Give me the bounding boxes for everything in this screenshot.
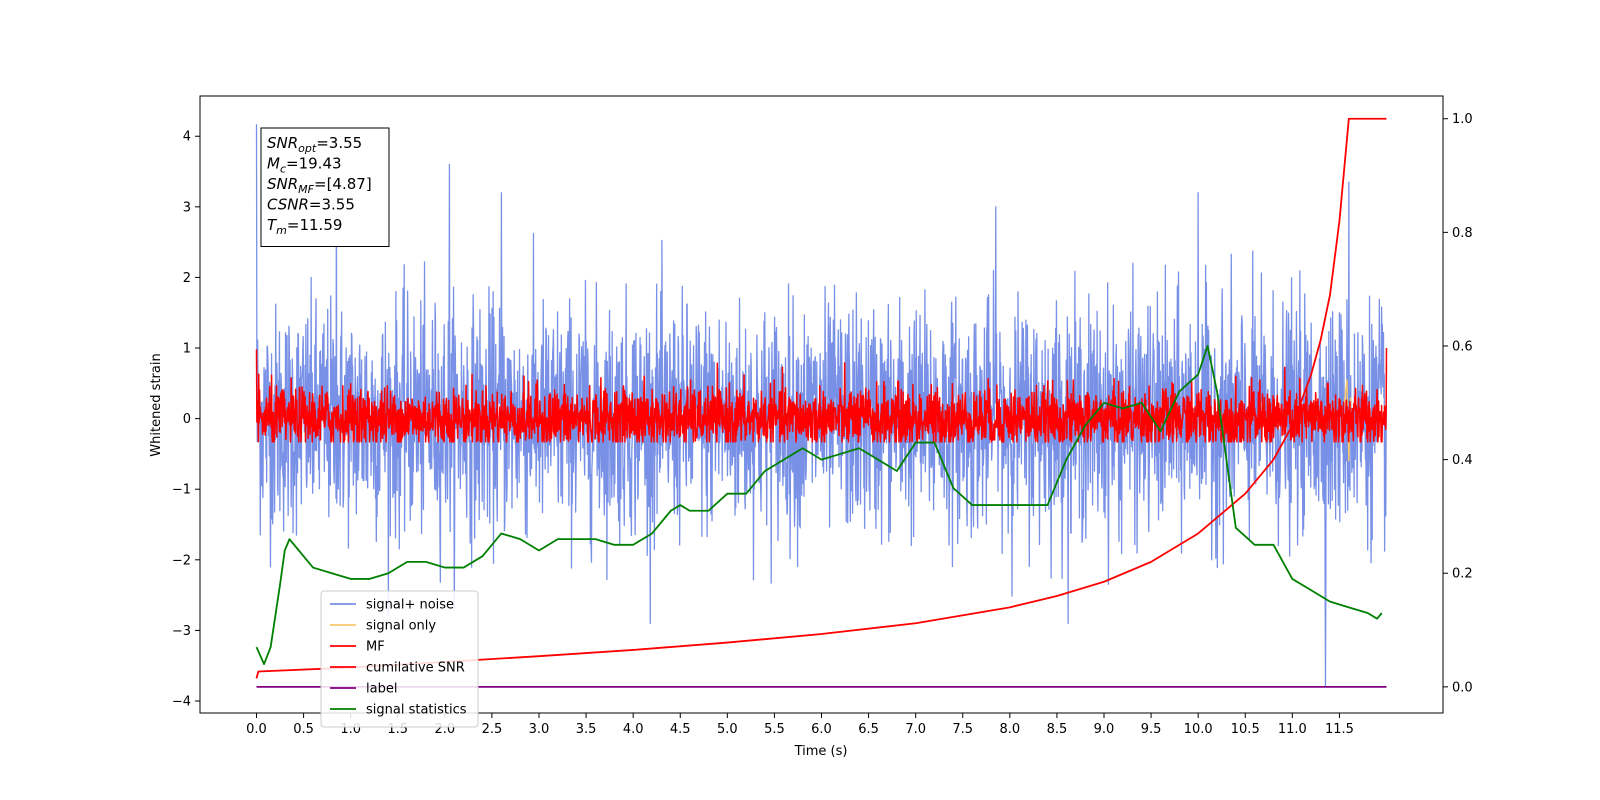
x-tick-label: 9.0 [1094,722,1115,737]
y-tick-label: 3 [183,200,191,215]
annotation-line: Mc=19.43 [267,155,342,176]
x-tick-label: 4.5 [670,722,691,737]
legend-item: signal statistics [330,703,467,718]
x-tick-label: 8.0 [999,722,1020,737]
series-line [255,117,1387,679]
legend-item: MF [330,640,385,655]
x-tick-label: 6.0 [811,722,832,737]
series-signal-noise [255,124,1388,687]
series-signal-statistics [255,345,1383,666]
y2-tick-label: 0.2 [1452,567,1473,582]
x-axis-label: Time (s) [794,744,848,759]
series-mf [255,348,1388,443]
x-tick-label: 2.5 [482,722,503,737]
x-tick-label: 5.5 [764,722,785,737]
y-tick-label: 4 [183,130,191,145]
legend-label: signal only [366,619,436,634]
legend-item: signal+ noise [330,598,454,613]
y2-tick-label: 0.8 [1452,226,1473,241]
y-tick-label: 1 [183,342,191,357]
annotation-line: Tm=11.59 [267,216,342,237]
y-tick-label: 2 [183,271,191,286]
x-tick-label: 0.0 [246,722,267,737]
annotation-line: SNRopt=3.55 [267,134,362,155]
x-tick-label: 9.5 [1141,722,1162,737]
legend-label: label [366,682,397,697]
legend-label: signal statistics [366,703,467,718]
series-cumilative-snr [255,117,1387,679]
annotation-frame [260,127,390,247]
y-axis-right: 1.0 0.8 0.6 0.4 0.2 0.0 [1443,112,1473,695]
signal-noise-line [255,124,1388,687]
stats-annotation-box: SNRopt=3.55Mc=19.43SNRMF=[4.87]CSNR=3.55… [260,127,390,247]
x-tick-label: 5.0 [717,722,738,737]
legend-label: cumilative SNR [366,661,465,676]
annotation-line: CSNR=3.55 [267,196,355,214]
y-axis-label: Whitened strain [149,353,164,456]
y2-tick-label: 1.0 [1452,112,1473,127]
x-tick-label: 0.5 [293,722,314,737]
x-tick-label: 3.0 [529,722,550,737]
y2-tick-label: 0.0 [1452,680,1473,695]
legend-label: signal+ noise [366,598,454,613]
x-tick-label: 11.5 [1325,722,1354,737]
annotation-line: SNRMF=[4.87] [267,175,372,196]
legend: signal+ noise signal only MF cumilative SNR… [320,590,479,728]
y-tick-label: −1 [172,483,191,498]
x-tick-label: 7.5 [952,722,973,737]
series-line [255,345,1383,666]
legend-item: label [330,682,397,697]
x-axis: 0.0 0.5 1.0 1.5 2.0 2.5 3.0 3.5 4.0 4.5 5.0 5.5 6.0 6… [246,713,1354,737]
y-tick-label: −4 [172,694,191,709]
legend-label: MF [366,640,385,655]
y2-tick-label: 0.6 [1452,339,1473,354]
y2-tick-label: 0.4 [1452,453,1473,468]
x-tick-label: 8.5 [1047,722,1068,737]
x-tick-label: 11.0 [1278,722,1307,737]
x-tick-label: 10.0 [1184,722,1213,737]
x-tick-label: 6.5 [858,722,879,737]
x-tick-label: 7.0 [905,722,926,737]
y-tick-label: −2 [172,553,191,568]
legend-item: cumilative SNR [330,661,465,676]
x-tick-label: 3.5 [576,722,597,737]
x-tick-label: 4.0 [623,722,644,737]
legend-item: signal only [330,619,436,634]
legend-frame [320,590,479,728]
y-tick-label: 0 [183,412,191,427]
x-tick-label: 10.5 [1231,722,1260,737]
y-axis-left: 4 3 2 1 0 −1 −2 −3 −4 [172,130,200,709]
y-tick-label: −3 [172,624,191,639]
mf-line [255,348,1388,443]
